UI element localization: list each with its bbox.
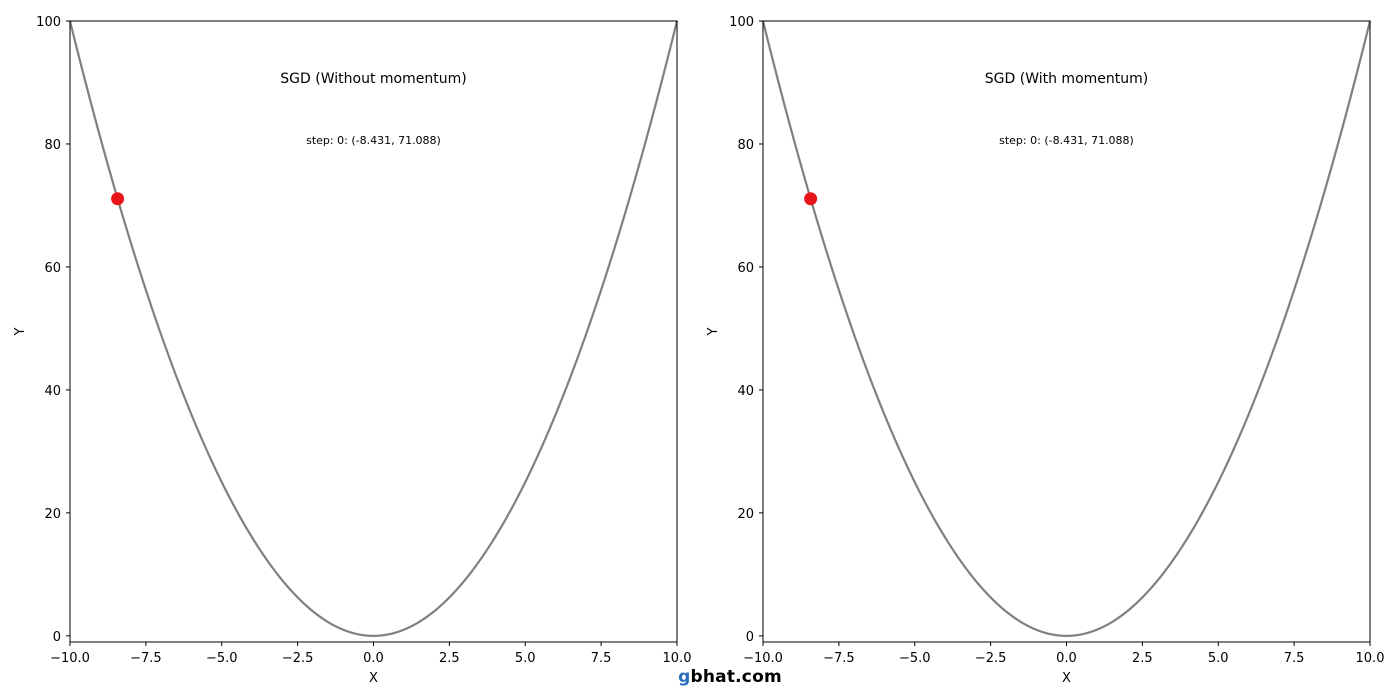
x-tick-label: 7.5	[591, 651, 612, 666]
chart-panel-1: −10.0 −7.5 −5.0 −2.5 0.0 2.5 5.0 7.5 10.0 0 20 40 60…	[13, 15, 691, 686]
chart-panel-2: −10.0 −7.5 −5.0 −2.5 0.0 2.5 5.0 7.5 10.0 0 20 40 60…	[706, 15, 1384, 686]
x-tick-label: −2.5	[282, 651, 314, 666]
watermark-logo: gbhat.com	[678, 667, 782, 687]
current-point-marker	[804, 192, 818, 206]
y-tick-label: 20	[44, 507, 61, 522]
x-axis-label: X	[1062, 671, 1071, 686]
series-line-curve	[761, 20, 1372, 637]
x-tick-label: 5.0	[1208, 651, 1229, 666]
x-tick-label: 5.0	[515, 651, 536, 666]
y-tick-label: 80	[44, 138, 61, 153]
x-tick-label: 7.5	[1284, 651, 1305, 666]
y-axis-label: Y	[706, 327, 721, 336]
chart-title: SGD (Without momentum)	[280, 71, 466, 87]
x-tick-label: 2.5	[1132, 651, 1153, 666]
x-tick-label: 2.5	[439, 651, 460, 666]
x-tick-label: −5.0	[206, 651, 238, 666]
y-tick-label: 0	[746, 630, 754, 645]
y-tick-label: 20	[737, 507, 754, 522]
step-annotation: step: 0: (-8.431, 71.088)	[306, 134, 441, 147]
y-tick-label: 40	[44, 384, 61, 399]
x-tick-label: −5.0	[899, 651, 931, 666]
x-tick-label: −10.0	[50, 651, 90, 666]
x-tick-label: 10.0	[663, 651, 692, 666]
y-tick-label: 100	[36, 15, 61, 30]
series-line-curve	[68, 20, 679, 637]
y-tick-label: 0	[53, 630, 61, 645]
x-tick-label: 0.0	[1056, 651, 1077, 666]
x-axis-label: X	[369, 671, 378, 686]
y-tick-label: 60	[737, 261, 754, 276]
y-tick-label: 100	[729, 15, 754, 30]
step-annotation: step: 0: (-8.431, 71.088)	[999, 134, 1134, 147]
y-tick-label: 40	[737, 384, 754, 399]
x-tick-label: −10.0	[743, 651, 783, 666]
x-tick-label: 10.0	[1356, 651, 1385, 666]
y-tick-label: 80	[737, 138, 754, 153]
x-tick-label: −7.5	[823, 651, 855, 666]
chart-title: SGD (With momentum)	[985, 71, 1148, 87]
x-tick-label: 0.0	[363, 651, 384, 666]
x-tick-label: −2.5	[975, 651, 1007, 666]
current-point-marker	[111, 192, 125, 206]
y-axis-label: Y	[13, 327, 28, 336]
x-tick-label: −7.5	[130, 651, 162, 666]
y-tick-label: 60	[44, 261, 61, 276]
